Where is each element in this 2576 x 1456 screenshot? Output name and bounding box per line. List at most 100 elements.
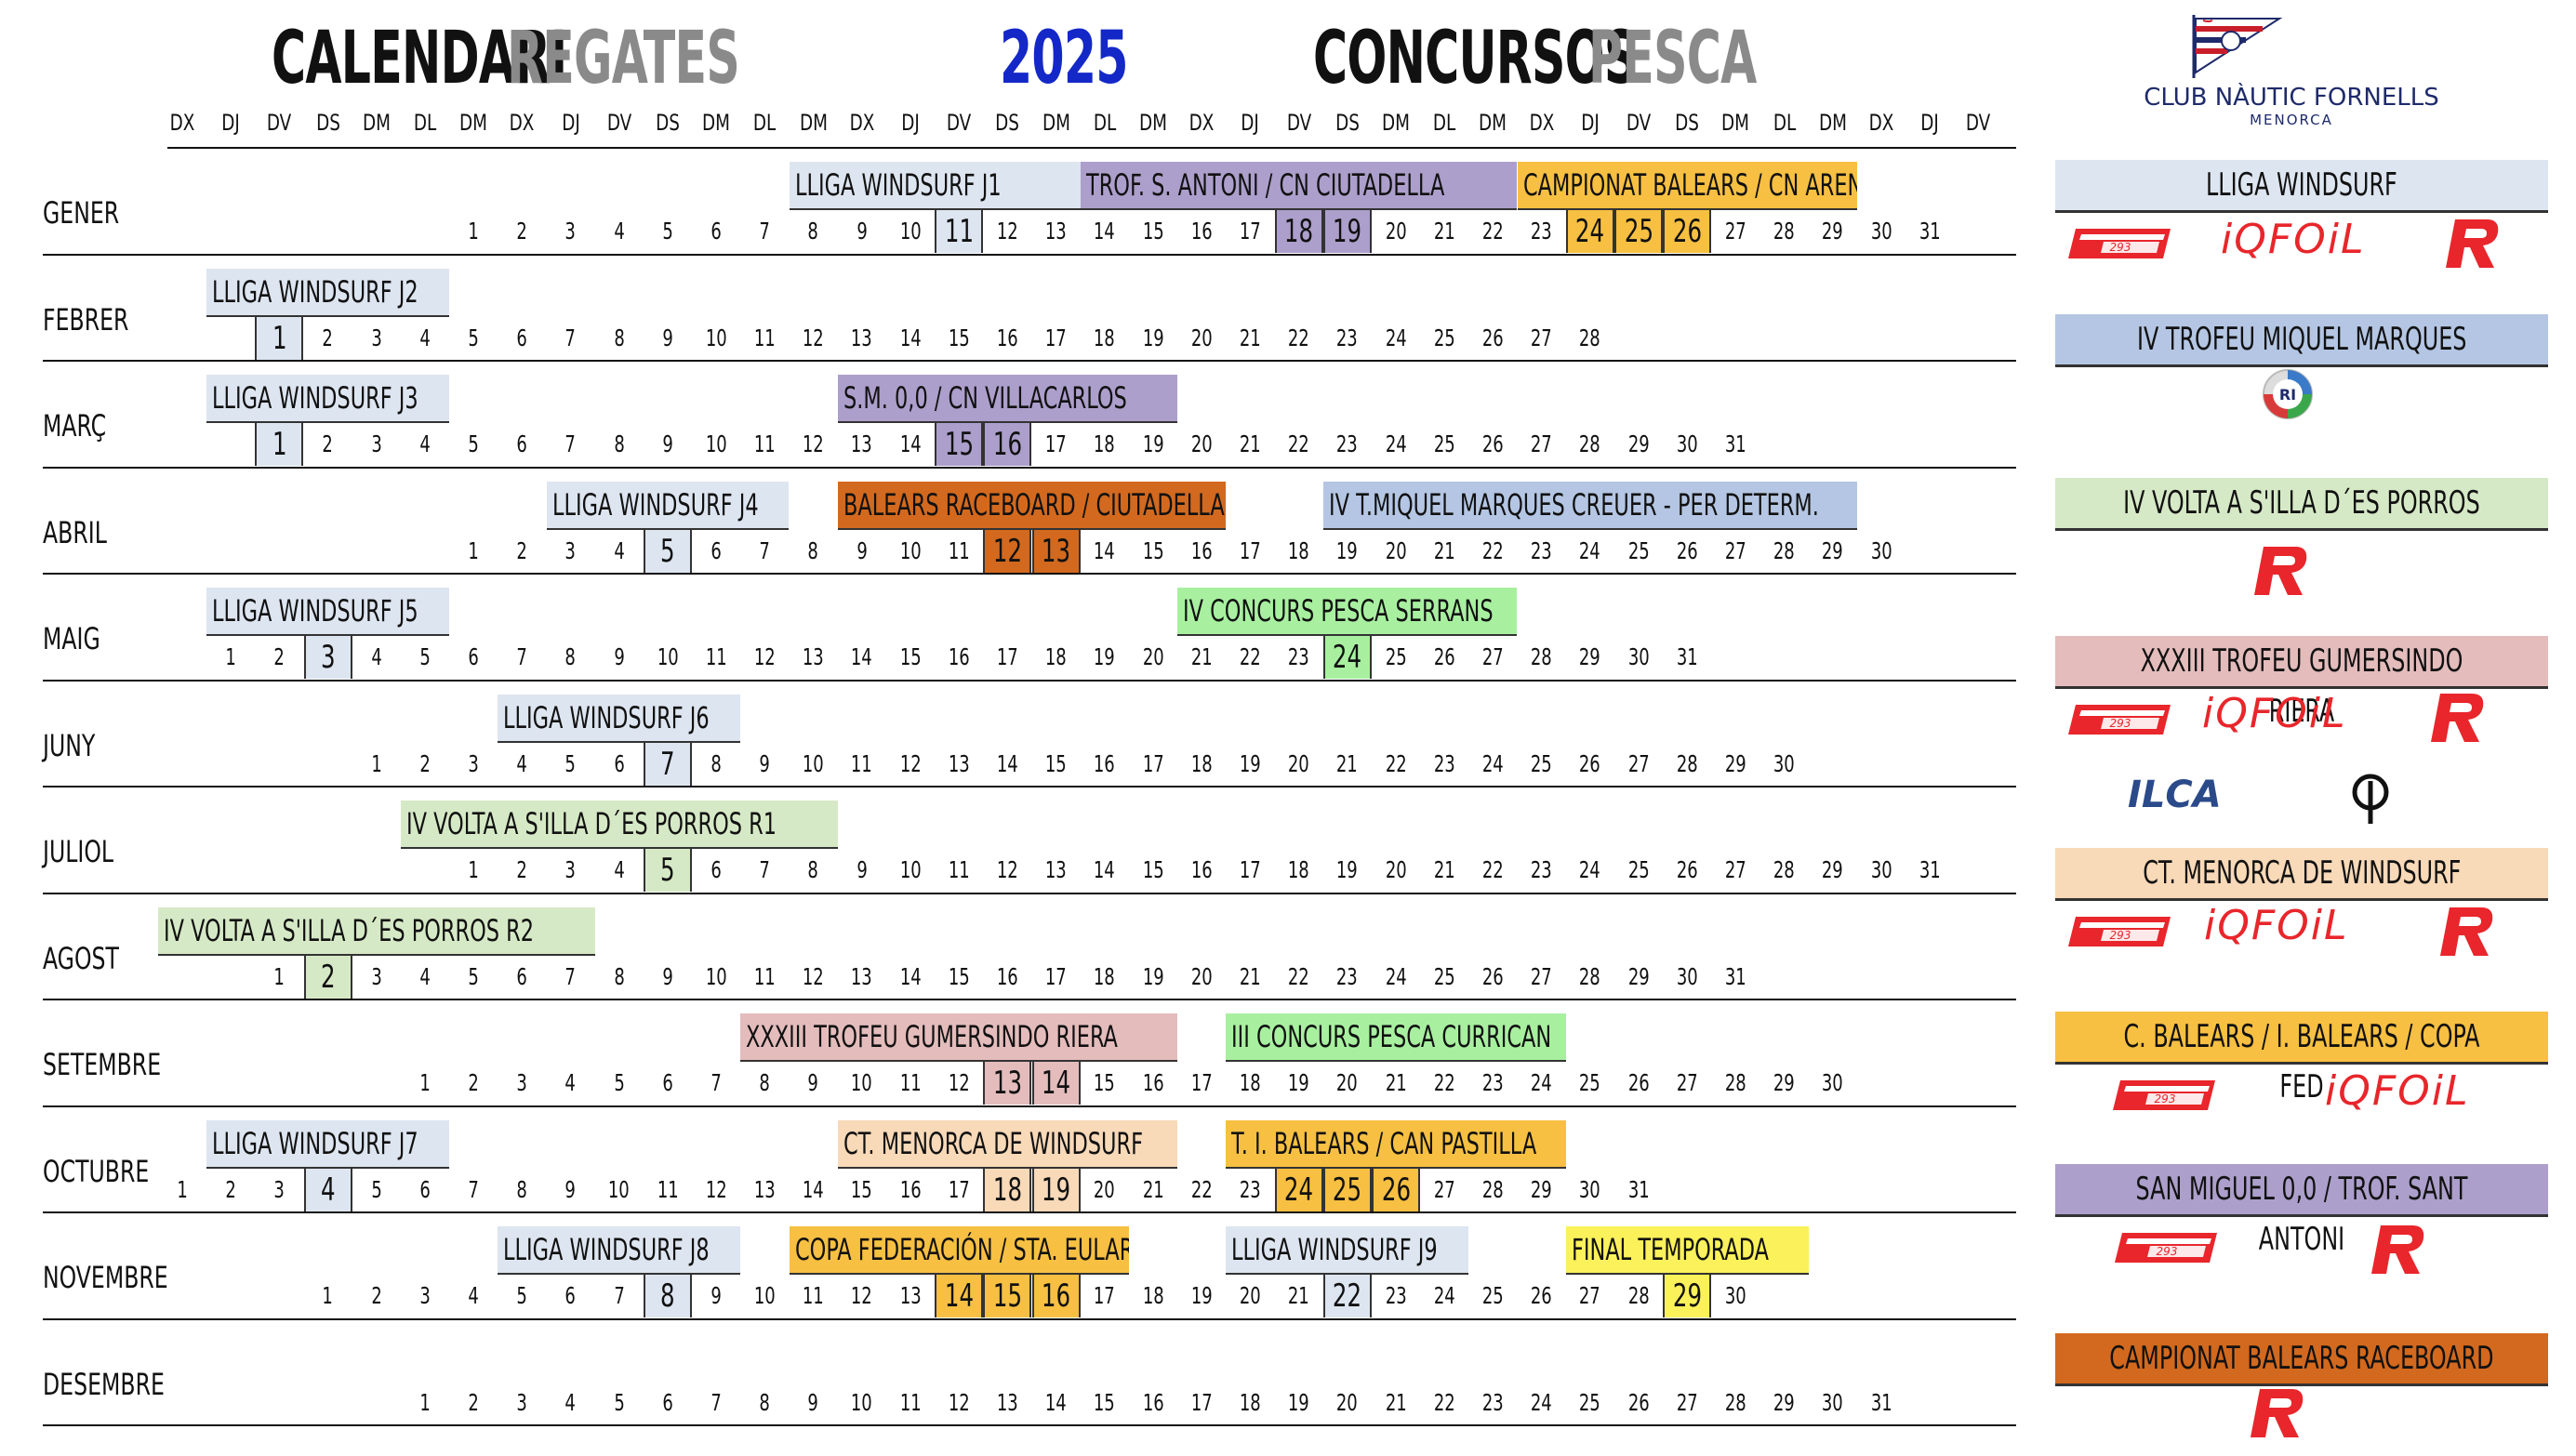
event-underline <box>498 1273 741 1275</box>
legend-underline <box>2055 898 2548 901</box>
event-underline <box>789 1273 1129 1275</box>
day-number: 14 <box>803 1175 825 1203</box>
event-bar: BALEARS RACEBOARD / CIUTADELLA <box>837 481 1227 528</box>
month-row: DESEMBRE 1 2 3 4 5 6 7 8 9 10 11 12 13 14 15 16 17 18 19 20 2… <box>0 1320 2046 1426</box>
event-label: T. I. BALEARS / CAN PASTILLA <box>1231 1125 1537 1161</box>
event-underline <box>498 740 741 743</box>
day-number: 15 <box>948 962 970 990</box>
ilca-icon: ILCA <box>2128 774 2222 816</box>
month-separator <box>43 786 2016 788</box>
day-number: 11 <box>948 536 970 564</box>
day-number: 23 <box>1336 962 1359 990</box>
day-header-cell: DS <box>1675 110 1700 136</box>
day-number: 9 <box>807 1388 819 1416</box>
day-number: 13 <box>948 749 970 777</box>
month-separator <box>43 999 2016 1000</box>
day-number: 6 <box>710 218 722 245</box>
day-number: 15 <box>983 1275 1032 1317</box>
day-header-cell: DV <box>1286 110 1311 136</box>
day-number: 5 <box>468 962 479 990</box>
day-number: 29 <box>1531 1175 1553 1203</box>
day-number: 7 <box>468 1175 479 1203</box>
techno-293-icon: 293 <box>2113 1080 2215 1110</box>
day-number: 20 <box>1190 430 1213 457</box>
day-header-cell: DV <box>1966 110 1991 136</box>
day-number: 19 <box>1288 1069 1310 1096</box>
day-header-cell: DJ <box>1241 110 1260 136</box>
day-number: 24 <box>1531 1388 1553 1416</box>
event-label: FINAL TEMPORADA <box>1571 1232 1769 1267</box>
month-row: AGOST IV VOLTA A S'ILLA D´ES PORROS R2 1 2 3… <box>0 894 2046 1000</box>
day-number: 25 <box>1614 210 1663 253</box>
day-number: 9 <box>856 856 868 883</box>
day-number: 18 <box>1142 1282 1164 1309</box>
month-separator <box>43 1105 2016 1107</box>
day-number: 27 <box>1579 1282 1601 1309</box>
day-number: 3 <box>564 218 577 245</box>
event-label: S.M. 0,0 / CN VILLACARLOS <box>843 380 1127 416</box>
day-number: 21 <box>1433 856 1455 883</box>
day-number: 28 <box>1579 324 1601 351</box>
day-number: 10 <box>705 962 727 990</box>
legend-underline <box>2055 1062 2548 1065</box>
day-number: 30 <box>1870 218 1892 245</box>
event-bar: LLIGA WINDSURF J6 <box>498 694 741 741</box>
event-underline <box>837 527 1227 530</box>
month-separator <box>43 466 2016 469</box>
day-number: 26 <box>1627 1388 1650 1416</box>
event-label: IV CONCURS PESCA SERRANS <box>1183 593 1494 629</box>
day-number: 17 <box>1190 1069 1213 1096</box>
day-number: 25 <box>1433 962 1455 990</box>
legend-label: CAMPIONAT BALEARS RACEBOARD <box>2109 1340 2494 1377</box>
day-number: 26 <box>1627 1069 1650 1096</box>
day-number: 30 <box>1822 1069 1844 1096</box>
day-number: 1 <box>225 643 236 670</box>
day-number: 7 <box>564 430 577 457</box>
day-number: 27 <box>1531 430 1553 457</box>
day-number: 1 <box>273 962 285 990</box>
event-underline <box>1080 208 1518 210</box>
day-number: 26 <box>1433 643 1455 670</box>
event-underline <box>206 314 449 317</box>
day-number: 2 <box>468 1069 479 1096</box>
month-label: MAIG <box>43 621 100 656</box>
day-number: 30 <box>1773 749 1796 777</box>
raceboard-r-icon <box>2440 907 2493 956</box>
day-number: 7 <box>564 962 577 990</box>
day-header-cell: DM <box>1042 110 1070 136</box>
event-underline <box>1322 527 1857 530</box>
day-number: 22 <box>1481 856 1504 883</box>
day-number: 22 <box>1288 430 1310 457</box>
event-bar: IV VOLTA A S'ILLA D´ES PORROS R1 <box>401 801 838 847</box>
techno-293-icon: 293 <box>2068 917 2171 946</box>
day-number: 11 <box>899 1069 922 1096</box>
club-name: CLUB NÀUTIC FORNELLS <box>2144 84 2439 112</box>
day-number: 18 <box>1239 1069 1261 1096</box>
day-number: 19 <box>1239 749 1261 777</box>
event-label: CAMPIONAT BALEARS / CN ARENAL <box>1522 167 1857 203</box>
day-header-cell: DS <box>656 110 680 136</box>
month-label: MARÇ <box>43 408 107 443</box>
day-number: 6 <box>516 962 528 990</box>
day-number: 8 <box>759 1069 771 1096</box>
day-number: 4 <box>419 324 431 351</box>
day-number: 9 <box>614 643 625 670</box>
event-label: COPA FEDERACIÓN / STA. EULARIA <box>794 1232 1129 1267</box>
day-number: 29 <box>1773 1388 1796 1416</box>
day-number: 28 <box>1531 643 1553 670</box>
raceboard-r-icon <box>2254 547 2307 595</box>
day-number: 3 <box>371 962 382 990</box>
legend-label: CT. MENORCA DE WINDSURF <box>2142 854 2462 892</box>
day-number: 14 <box>1094 536 1116 564</box>
day-number: 23 <box>1531 536 1553 564</box>
day-number: 19 <box>1322 210 1372 253</box>
event-label: IV VOLTA A S'ILLA D´ES PORROS R2 <box>164 912 535 948</box>
day-number: 10 <box>608 1175 631 1203</box>
day-number: 28 <box>1579 430 1601 457</box>
event-bar: LLIGA WINDSURF J8 <box>498 1226 741 1273</box>
day-number: 5 <box>644 529 692 573</box>
day-number: 15 <box>1094 1069 1116 1096</box>
day-number: 12 <box>983 529 1032 573</box>
day-number: 28 <box>1724 1388 1746 1416</box>
day-number: 20 <box>1385 536 1407 564</box>
